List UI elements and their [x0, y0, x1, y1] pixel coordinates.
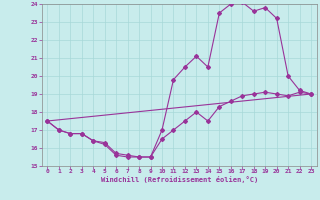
- X-axis label: Windchill (Refroidissement éolien,°C): Windchill (Refroidissement éolien,°C): [100, 176, 258, 183]
